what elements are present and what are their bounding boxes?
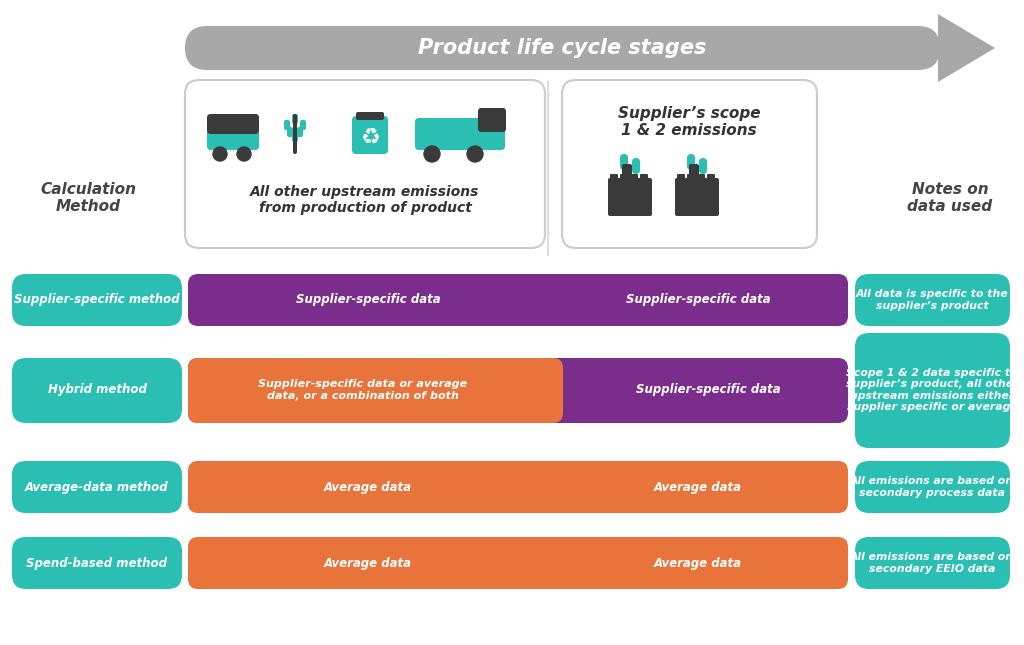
FancyBboxPatch shape	[707, 174, 715, 182]
Text: Average-data method: Average-data method	[26, 481, 169, 493]
FancyBboxPatch shape	[188, 358, 563, 423]
FancyBboxPatch shape	[207, 114, 259, 150]
FancyBboxPatch shape	[632, 158, 640, 174]
FancyBboxPatch shape	[185, 26, 940, 70]
FancyBboxPatch shape	[630, 174, 638, 182]
FancyBboxPatch shape	[855, 333, 1010, 448]
FancyBboxPatch shape	[293, 114, 297, 154]
FancyBboxPatch shape	[12, 461, 182, 513]
Text: Notes on
data used: Notes on data used	[907, 182, 992, 214]
FancyBboxPatch shape	[608, 178, 652, 216]
Text: Average data: Average data	[324, 481, 412, 493]
FancyBboxPatch shape	[640, 174, 648, 182]
FancyBboxPatch shape	[855, 274, 1010, 326]
Text: Supplier-specific data: Supplier-specific data	[636, 384, 780, 397]
Text: ♻: ♻	[360, 128, 380, 148]
FancyBboxPatch shape	[620, 154, 628, 170]
Text: Average data: Average data	[324, 557, 412, 570]
FancyBboxPatch shape	[188, 461, 848, 513]
FancyBboxPatch shape	[12, 537, 182, 589]
Text: Supplier-specific data: Supplier-specific data	[296, 293, 440, 306]
Circle shape	[213, 147, 227, 161]
Text: All other upstream emissions
from production of product: All other upstream emissions from produc…	[250, 185, 479, 215]
FancyBboxPatch shape	[292, 114, 298, 124]
FancyBboxPatch shape	[478, 108, 506, 132]
FancyBboxPatch shape	[356, 112, 384, 120]
FancyBboxPatch shape	[610, 174, 618, 182]
Text: Calculation
Method: Calculation Method	[40, 182, 136, 214]
FancyBboxPatch shape	[699, 158, 707, 174]
FancyBboxPatch shape	[188, 274, 848, 326]
Text: Supplier-specific data: Supplier-specific data	[626, 293, 770, 306]
Text: All emissions are based on
secondary EEIO data: All emissions are based on secondary EEI…	[850, 552, 1014, 574]
Text: Hybrid method: Hybrid method	[47, 384, 146, 397]
Text: Supplier’s scope
1 & 2 emissions: Supplier’s scope 1 & 2 emissions	[617, 106, 760, 138]
FancyBboxPatch shape	[855, 537, 1010, 589]
Text: All emissions are based on
secondary process data: All emissions are based on secondary pro…	[850, 476, 1014, 498]
FancyBboxPatch shape	[352, 116, 388, 154]
Text: Supplier-specific method: Supplier-specific method	[14, 293, 180, 306]
Text: Scope 1 & 2 data specific to
supplier’s product, all other
upstream emissions ei: Scope 1 & 2 data specific to supplier’s …	[846, 368, 1018, 412]
FancyBboxPatch shape	[185, 80, 545, 248]
Text: Average data: Average data	[654, 481, 742, 493]
Circle shape	[467, 146, 483, 162]
FancyBboxPatch shape	[687, 174, 695, 182]
FancyBboxPatch shape	[622, 164, 632, 182]
Text: Spend-based method: Spend-based method	[27, 557, 168, 570]
FancyBboxPatch shape	[300, 120, 306, 130]
FancyBboxPatch shape	[675, 178, 719, 216]
FancyBboxPatch shape	[12, 274, 182, 326]
FancyBboxPatch shape	[562, 80, 817, 248]
FancyBboxPatch shape	[188, 537, 848, 589]
FancyBboxPatch shape	[12, 358, 182, 423]
Polygon shape	[938, 14, 995, 82]
FancyBboxPatch shape	[207, 114, 259, 134]
Text: Average data: Average data	[654, 557, 742, 570]
Text: Supplier-specific data or average
data, or a combination of both: Supplier-specific data or average data, …	[258, 379, 468, 401]
FancyBboxPatch shape	[287, 127, 293, 137]
FancyBboxPatch shape	[855, 461, 1010, 513]
FancyBboxPatch shape	[292, 132, 298, 142]
FancyBboxPatch shape	[689, 164, 699, 182]
FancyBboxPatch shape	[284, 120, 290, 130]
FancyBboxPatch shape	[697, 174, 705, 182]
FancyBboxPatch shape	[415, 118, 505, 150]
Text: All data is specific to the
supplier’s product: All data is specific to the supplier’s p…	[856, 289, 1009, 311]
Circle shape	[424, 146, 440, 162]
FancyBboxPatch shape	[297, 127, 303, 137]
FancyBboxPatch shape	[188, 358, 848, 423]
FancyBboxPatch shape	[687, 154, 695, 170]
FancyBboxPatch shape	[677, 174, 685, 182]
Circle shape	[237, 147, 251, 161]
Text: Product life cycle stages: Product life cycle stages	[419, 38, 707, 58]
FancyBboxPatch shape	[620, 174, 628, 182]
